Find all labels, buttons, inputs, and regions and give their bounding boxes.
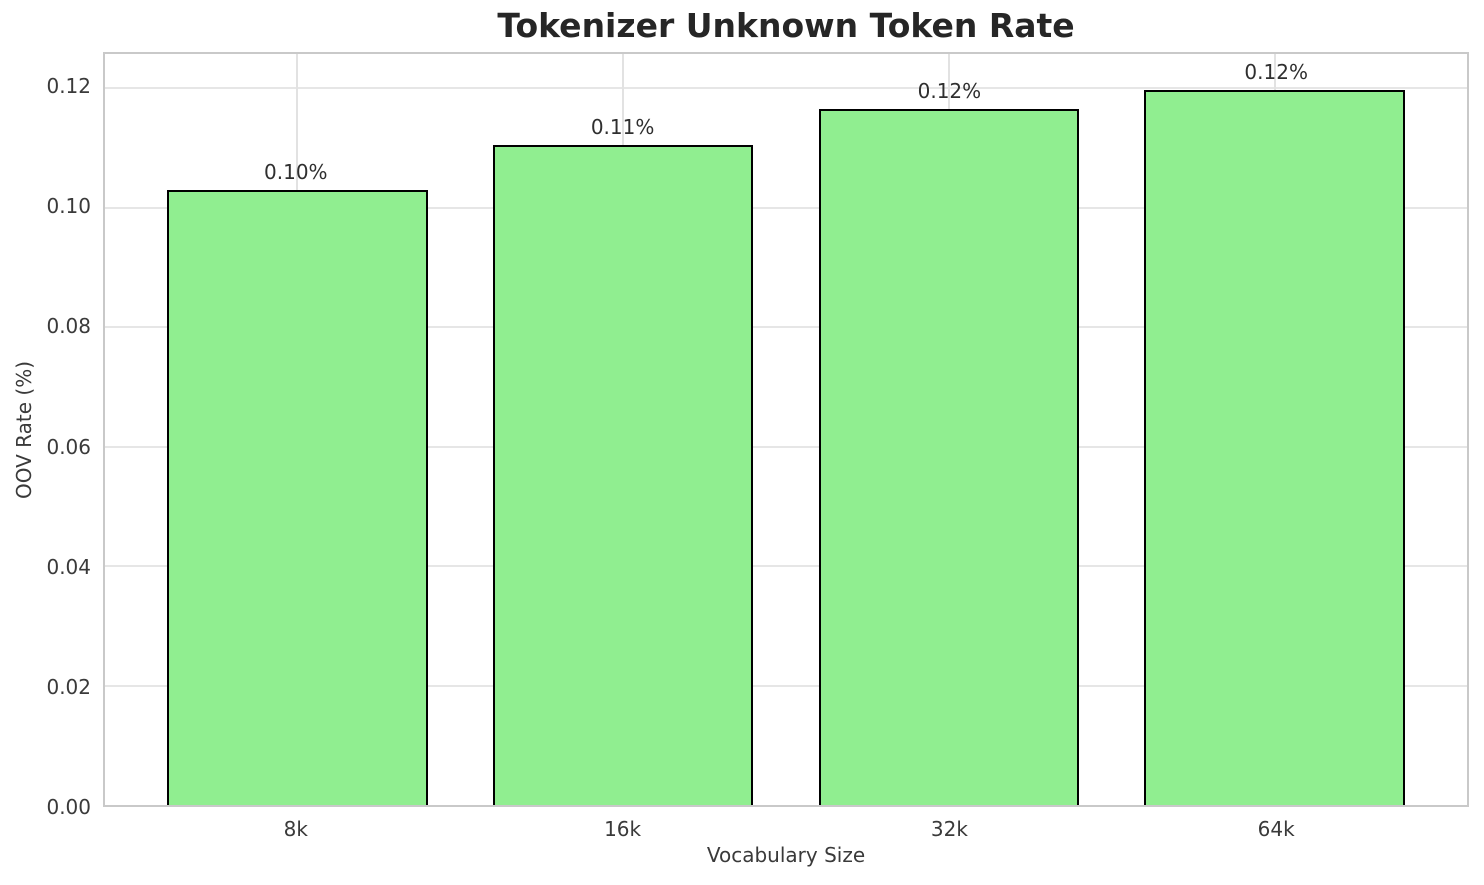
y-tick-label: 0.12 (46, 74, 91, 99)
bar-8k (166, 189, 428, 805)
gridline-horizontal (105, 87, 1467, 90)
x-axis-label: Vocabulary Size (706, 843, 866, 867)
gridline-horizontal (105, 326, 1467, 329)
y-tick-label: 0.00 (46, 795, 91, 819)
bar-64k (1144, 89, 1406, 805)
bar-value-label: 0.12% (917, 79, 982, 104)
y-tick-label: 0.04 (46, 554, 91, 579)
x-tick-label: 32k (930, 817, 968, 841)
y-tick-label: 0.02 (46, 674, 91, 699)
plot-area (103, 52, 1469, 807)
bar-value-label: 0.12% (1244, 60, 1308, 85)
gridline-horizontal (105, 445, 1467, 448)
y-axis-label: OOV Rate (%) (12, 361, 36, 499)
y-tick-label: 0.08 (46, 314, 91, 339)
x-tick-label: 8k (283, 817, 308, 841)
bar-32k (818, 108, 1080, 805)
x-tick-label: 64k (1257, 817, 1295, 841)
bar-value-label: 0.11% (590, 115, 655, 140)
gridline-horizontal (105, 684, 1467, 687)
x-tick-label: 16k (604, 817, 642, 841)
gridline-horizontal (105, 565, 1467, 568)
y-tick-label: 0.06 (46, 434, 91, 459)
chart-title: Tokenizer Unknown Token Rate (497, 6, 1075, 45)
bar-16k (492, 144, 754, 805)
y-tick-label: 0.10 (46, 194, 91, 219)
bar-value-label: 0.10% (264, 160, 328, 185)
gridline-horizontal (105, 206, 1467, 209)
